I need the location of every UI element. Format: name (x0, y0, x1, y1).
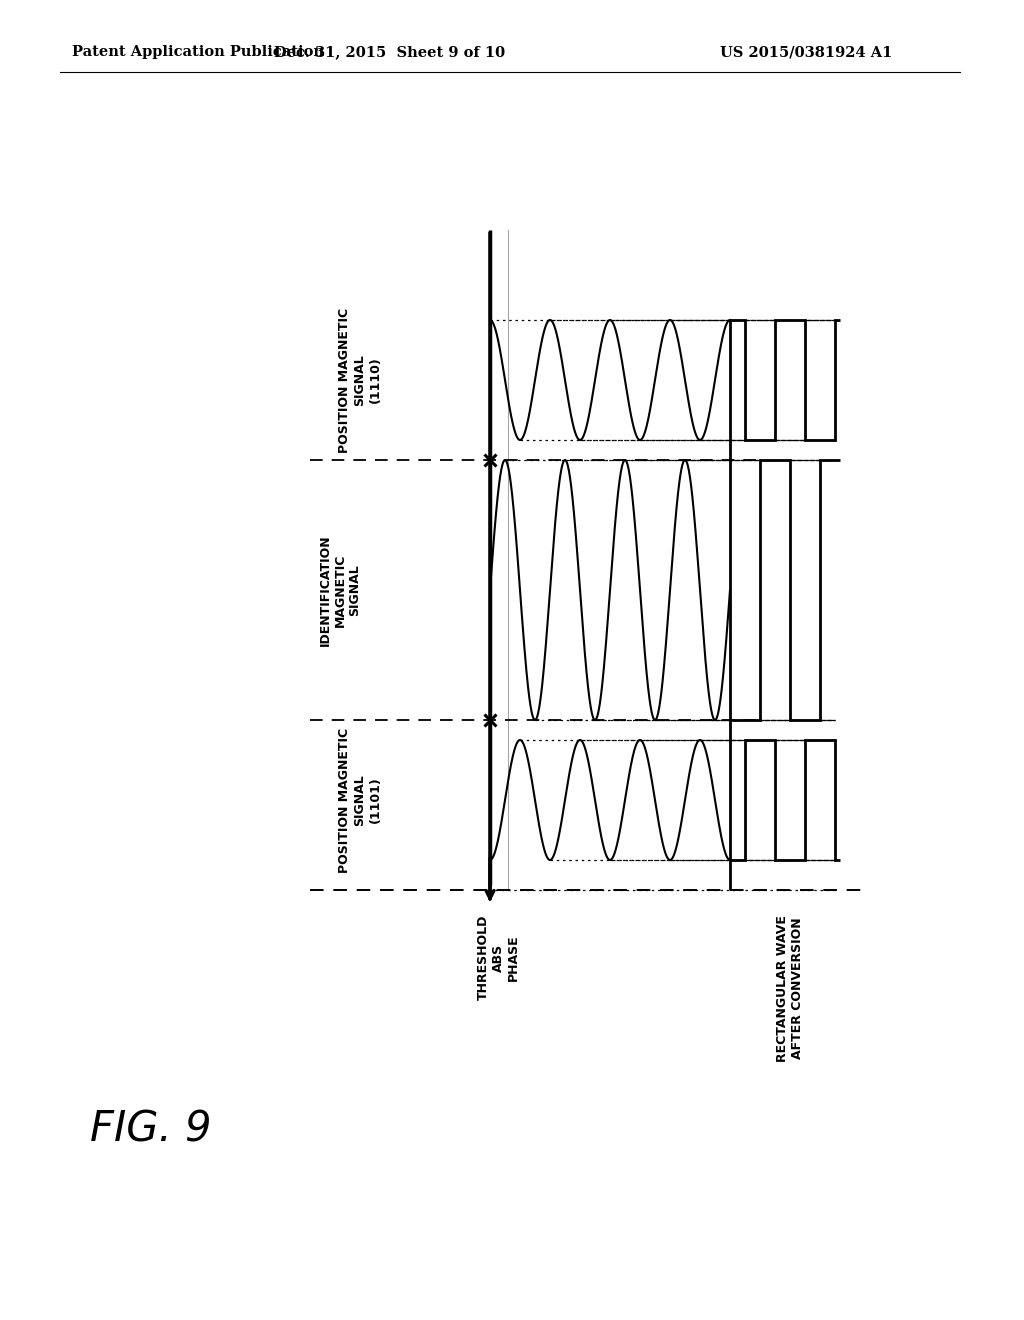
Text: FIG. 9: FIG. 9 (90, 1109, 212, 1151)
Text: POSITION MAGNETIC
SIGNAL
(1101): POSITION MAGNETIC SIGNAL (1101) (339, 727, 382, 873)
Text: Dec. 31, 2015  Sheet 9 of 10: Dec. 31, 2015 Sheet 9 of 10 (274, 45, 506, 59)
Text: POSITION MAGNETIC
SIGNAL
(1110): POSITION MAGNETIC SIGNAL (1110) (339, 308, 382, 453)
Text: RECTANGULAR WAVE
AFTER CONVERSION: RECTANGULAR WAVE AFTER CONVERSION (776, 915, 804, 1061)
Text: THRESHOLD
ABS
PHASE: THRESHOLD ABS PHASE (476, 915, 519, 1001)
Text: Patent Application Publication: Patent Application Publication (72, 45, 324, 59)
Text: IDENTIFICATION
MAGNETIC
SIGNAL: IDENTIFICATION MAGNETIC SIGNAL (318, 535, 361, 645)
Text: US 2015/0381924 A1: US 2015/0381924 A1 (720, 45, 892, 59)
